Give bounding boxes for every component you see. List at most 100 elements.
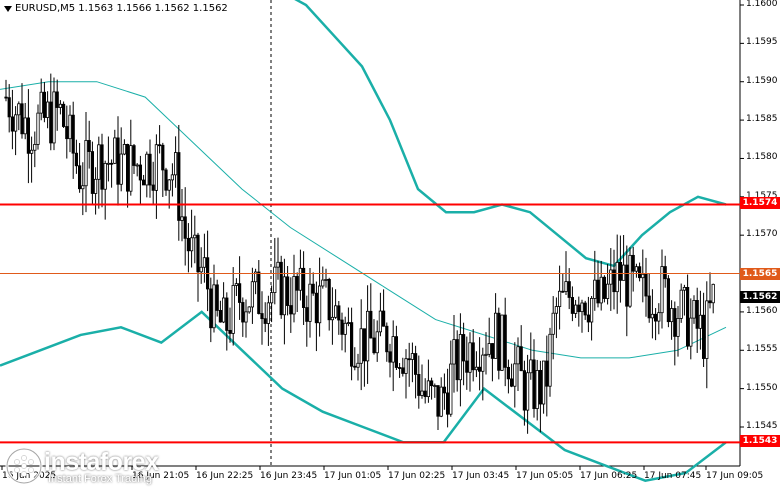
candle-body [593, 279, 597, 299]
candlestick [26, 89, 31, 184]
watermark-tagline: Instant Forex Trading [48, 473, 152, 485]
candle-body [388, 351, 392, 363]
candle-body [46, 101, 50, 118]
candlestick [660, 249, 664, 329]
candlestick [452, 315, 456, 393]
candle-body [273, 266, 277, 293]
candlestick [263, 302, 267, 333]
candle-body [436, 385, 440, 417]
candlestick [705, 281, 709, 389]
time-tick-label: 17 Jun 07:45 [644, 471, 702, 481]
candle-body [365, 310, 370, 362]
candle-body [670, 308, 674, 323]
candlestick [39, 78, 43, 121]
candle-body [686, 287, 690, 347]
candle-body [689, 317, 693, 347]
candlestick [401, 357, 405, 377]
candle-body [126, 144, 130, 192]
watermark-brand: instaforex [44, 448, 159, 476]
candle-body [487, 343, 491, 355]
candlestick [583, 300, 587, 320]
candlestick [567, 268, 571, 310]
candlestick [74, 139, 78, 174]
candlestick [369, 283, 373, 339]
candle-body [151, 184, 155, 191]
candlestick [506, 359, 511, 394]
candle-body [346, 322, 351, 324]
candlestick [81, 162, 85, 216]
candlestick [84, 112, 88, 213]
candlestick [417, 355, 421, 409]
candlestick [612, 249, 616, 310]
candlestick [439, 377, 443, 418]
candle-body [154, 144, 158, 191]
instaforex-logo-icon [5, 447, 43, 485]
candlestick [36, 104, 40, 150]
level-tag-middle: 1.1565 [740, 268, 780, 280]
candlestick [663, 255, 667, 288]
candle-body [145, 153, 149, 186]
time-tick-label: 17 Jun 03:45 [452, 471, 510, 481]
candle-body [385, 325, 389, 353]
candlestick [509, 363, 514, 388]
candle-body [17, 103, 21, 116]
candle-body [465, 360, 469, 373]
candlestick [157, 125, 162, 154]
candlestick [337, 301, 341, 335]
candlestick [673, 301, 677, 366]
price-tick-label: 1.1545 [746, 421, 778, 431]
candle-body [433, 385, 437, 387]
candle-body [321, 279, 325, 287]
candlestick [711, 283, 715, 314]
candle-body [132, 145, 136, 166]
candlestick [100, 133, 104, 208]
candlestick [397, 362, 402, 378]
candlestick [148, 139, 152, 198]
candle-body [164, 169, 168, 191]
candlestick [68, 105, 72, 153]
candlestick [586, 296, 591, 333]
candlestick [574, 299, 578, 319]
candle-body [542, 360, 546, 405]
candlestick [116, 116, 120, 206]
candle-body [695, 300, 699, 329]
candle-body [97, 144, 101, 180]
candle-body [186, 237, 190, 252]
candle-body [55, 91, 59, 108]
candle-body [647, 295, 651, 319]
candlestick [602, 275, 607, 303]
candle-body [628, 254, 632, 307]
candle-body [596, 279, 600, 304]
candlestick [618, 235, 623, 303]
candlestick [215, 279, 219, 317]
candlestick [410, 342, 415, 383]
candlestick [391, 320, 395, 392]
candle-body [241, 302, 245, 323]
candlestick [686, 274, 690, 350]
candlestick [46, 91, 50, 129]
candlestick [493, 293, 498, 359]
candlestick [29, 136, 34, 183]
candle-body [570, 297, 575, 314]
candlestick [682, 284, 687, 316]
candle-body [20, 103, 24, 135]
candlestick [90, 141, 94, 205]
candle-body [94, 178, 98, 194]
candlestick [445, 368, 450, 428]
dropdown-triangle-icon[interactable] [4, 5, 12, 12]
candlestick [513, 342, 517, 408]
candle-body [234, 283, 238, 286]
candle-body [52, 91, 56, 144]
candlestick [321, 266, 325, 289]
candle-body [497, 312, 501, 371]
candle-body [285, 276, 290, 306]
candlestick [631, 246, 635, 292]
candle-body [372, 337, 376, 354]
candle-body [49, 101, 53, 144]
candle-body [468, 342, 472, 373]
candlestick [590, 296, 594, 341]
candlestick [324, 268, 328, 288]
candlestick [365, 285, 370, 384]
